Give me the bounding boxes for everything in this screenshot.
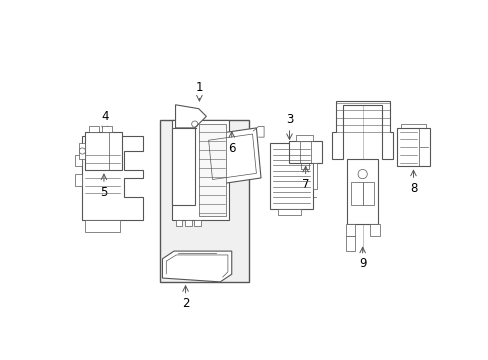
Polygon shape [85, 220, 120, 232]
Bar [369, 224, 379, 236]
Polygon shape [162, 251, 231, 282]
Bar [85, 132, 122, 170]
Bar [160, 120, 248, 282]
Bar [89, 126, 99, 132]
Text: 9: 9 [358, 257, 366, 270]
Text: 3: 3 [285, 113, 293, 126]
Text: 2: 2 [182, 297, 189, 310]
Text: 1: 1 [195, 81, 203, 94]
Bar [75, 155, 81, 166]
Bar [312, 163, 317, 189]
Polygon shape [346, 159, 377, 224]
Bar [175, 220, 182, 226]
Text: 5: 5 [100, 186, 107, 199]
Bar [270, 143, 312, 209]
Text: 8: 8 [409, 182, 416, 195]
Polygon shape [175, 105, 206, 128]
Bar [75, 174, 81, 186]
Bar [171, 120, 229, 220]
Polygon shape [81, 136, 143, 220]
Bar [289, 141, 321, 163]
Bar [184, 220, 191, 226]
Text: 7: 7 [301, 178, 309, 191]
Bar [194, 220, 201, 226]
Circle shape [79, 148, 85, 154]
Bar [362, 182, 373, 205]
Text: 6: 6 [227, 142, 235, 155]
Bar [102, 126, 111, 132]
Bar [345, 224, 354, 236]
Polygon shape [171, 128, 194, 205]
Text: 4: 4 [101, 109, 108, 122]
Bar [198, 124, 225, 216]
Polygon shape [331, 101, 393, 159]
Bar [79, 143, 85, 159]
Bar [277, 209, 301, 215]
Bar [396, 128, 429, 166]
Bar [295, 135, 312, 141]
Bar [345, 236, 354, 251]
Bar [350, 182, 362, 205]
Polygon shape [203, 128, 261, 186]
